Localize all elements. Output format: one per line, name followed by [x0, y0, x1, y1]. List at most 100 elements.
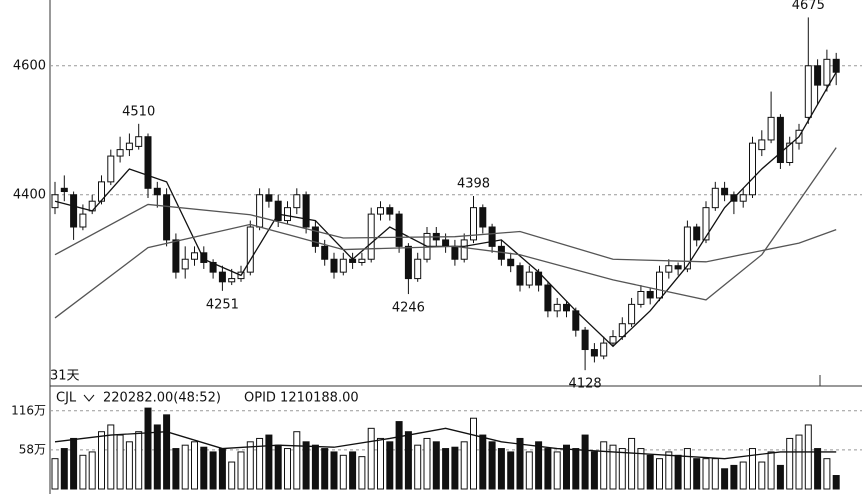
- volume-bar: [693, 458, 701, 490]
- candle-body: [749, 142, 756, 196]
- volume-bar: [451, 446, 459, 490]
- volume-bar: [246, 441, 254, 490]
- candle-body: [339, 258, 347, 273]
- candle-body: [488, 226, 496, 247]
- candle-body: [507, 258, 515, 267]
- volume-bar: [153, 424, 161, 490]
- y-tick-label: 4600: [13, 58, 46, 73]
- candle-body: [181, 258, 189, 270]
- volume-bar: [702, 458, 710, 490]
- volume-bar: [739, 461, 747, 490]
- volume-bar: [665, 451, 673, 490]
- volume-bar: [70, 437, 78, 490]
- candle-body: [563, 303, 570, 312]
- candle-body: [590, 349, 598, 357]
- volume-bar: [79, 454, 87, 490]
- volume-bar: [600, 441, 608, 490]
- candle-body: [404, 245, 412, 280]
- candle-body: [60, 187, 68, 193]
- candle-body: [218, 271, 226, 283]
- candle-body: [804, 65, 812, 118]
- volume-bar: [191, 441, 198, 490]
- volume-bar: [721, 468, 729, 490]
- volume-bar: [711, 458, 719, 490]
- volume-bar: [358, 456, 366, 490]
- volume-bar: [414, 444, 422, 490]
- candle-body: [107, 155, 115, 183]
- candle-body: [358, 258, 366, 263]
- candle-body: [693, 226, 701, 241]
- candle-body: [646, 290, 654, 299]
- volume-bar: [590, 451, 598, 490]
- volume-bar: [51, 458, 59, 490]
- volume-bar: [609, 444, 617, 490]
- volume-bar: [144, 407, 152, 490]
- high-label: 4398: [457, 177, 490, 192]
- volume-bar: [349, 451, 357, 490]
- volume-average: [54, 427, 837, 460]
- high-label: 4510: [122, 104, 155, 119]
- volume-bar: [311, 444, 319, 490]
- candle-body: [70, 194, 78, 228]
- volume-bar: [646, 454, 654, 490]
- candle-body: [321, 245, 329, 260]
- volume-bar: [302, 441, 310, 490]
- candle-body: [200, 252, 208, 263]
- candle-body: [116, 149, 124, 157]
- volume-bar: [525, 451, 533, 490]
- high-label: 4675: [792, 0, 825, 13]
- volume-bar: [423, 437, 431, 490]
- volume-bar: [674, 454, 682, 490]
- candle-body: [163, 194, 171, 241]
- candle-body: [386, 207, 394, 215]
- volume-bar: [683, 448, 691, 490]
- candle-body: [367, 213, 375, 260]
- candle-body: [246, 226, 254, 273]
- candle-body: [442, 239, 450, 247]
- candle-body: [265, 194, 273, 202]
- dropdown-icon[interactable]: [83, 394, 95, 402]
- volume-bar: [432, 441, 440, 490]
- volume-bar: [767, 451, 775, 490]
- candle-body: [674, 265, 682, 270]
- candle-body: [637, 290, 645, 305]
- volume-bar: [209, 451, 217, 490]
- candle-body: [600, 342, 608, 357]
- volume-bar: [386, 441, 394, 490]
- volume-bar: [516, 437, 524, 490]
- candle-body: [172, 239, 180, 273]
- candle-body: [274, 200, 282, 222]
- volume-bar: [823, 458, 831, 490]
- candle-body: [153, 187, 161, 196]
- volume-bar: [786, 437, 794, 490]
- candle-body: [832, 58, 840, 73]
- volume-bar: [507, 451, 515, 490]
- volume-bar: [563, 444, 570, 490]
- moving-average: [54, 203, 837, 263]
- volume-bar: [460, 441, 468, 490]
- volume-bar: [181, 444, 189, 490]
- candle-body: [628, 303, 636, 325]
- candle-body: [544, 284, 552, 312]
- volume-bar: [163, 414, 171, 490]
- volume-tick-label: 116万: [11, 403, 46, 417]
- volume-bar: [367, 427, 375, 490]
- indicator-extra: OPID 1210188.00: [244, 391, 359, 406]
- volume-bar: [404, 431, 412, 490]
- candle-body: [125, 142, 133, 151]
- volume-bar: [730, 464, 738, 490]
- volume-bar: [442, 448, 450, 490]
- volume-bar: [628, 437, 636, 490]
- volume-bar: [330, 451, 338, 490]
- candle-body: [711, 187, 719, 209]
- candle-body: [284, 207, 291, 222]
- low-label: 4246: [392, 301, 425, 316]
- candle-body: [823, 58, 831, 86]
- volume-tick-label: 58万: [19, 442, 46, 456]
- volume-bar: [535, 441, 543, 490]
- volume-bar: [795, 434, 803, 490]
- candle-body: [451, 245, 459, 260]
- volume-bar: [832, 475, 840, 490]
- candle-body: [302, 194, 310, 228]
- indicator-reading: 220282.00(48:52): [103, 391, 221, 406]
